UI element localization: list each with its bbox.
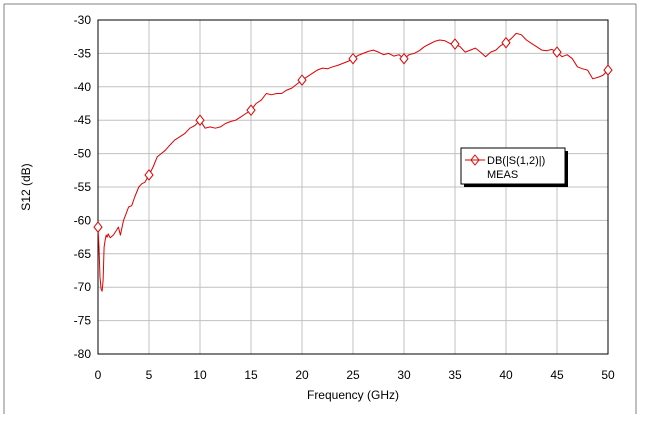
x-tick-label: 20 <box>295 368 309 382</box>
series-marker <box>144 169 154 181</box>
x-tick-label: 15 <box>244 368 258 382</box>
legend-marker-diamond <box>470 154 480 166</box>
y-tick-label: -45 <box>74 113 92 127</box>
x-tick-label: 45 <box>550 368 564 382</box>
x-tick-label: 30 <box>397 368 411 382</box>
x-tick-label: 5 <box>146 368 153 382</box>
x-tick-label: 0 <box>95 368 102 382</box>
axis-ticks: 0 5 10 15 20 25 30 35 40 45 50 -30 -35 -40 -45 -50 -55 -6… <box>74 13 615 382</box>
x-tick-label: 25 <box>346 368 360 382</box>
plot-area <box>97 19 609 355</box>
y-tick-label: -65 <box>74 247 92 261</box>
series-marker <box>501 36 511 49</box>
series-marker <box>399 52 409 65</box>
series-line <box>97 32 609 292</box>
x-tick-label: 10 <box>193 368 207 382</box>
legend: DB(|S(1,2)|) MEAS <box>460 147 568 187</box>
series-marker <box>246 104 256 116</box>
series-marker <box>603 64 613 76</box>
chart-outer-frame <box>3 3 637 414</box>
series-marker <box>552 46 562 58</box>
y-tick-label: -35 <box>74 46 92 60</box>
y-tick-label: -40 <box>74 80 92 94</box>
series-marker <box>195 114 205 127</box>
legend-box <box>460 147 566 185</box>
legend-sublabel: MEAS <box>487 169 518 181</box>
x-tick-label: 50 <box>601 368 615 382</box>
y-tick-label: -50 <box>74 147 92 161</box>
series-layer <box>93 32 613 292</box>
y-tick-label: -70 <box>74 280 92 294</box>
y-tick-label: -60 <box>74 213 92 227</box>
series-marker <box>93 221 103 233</box>
y-axis-title: S12 (dB) <box>19 163 33 210</box>
y-tick-label: -55 <box>74 180 92 194</box>
y-tick-label: -80 <box>74 347 92 361</box>
legend-label: DB(|S(1,2)|) <box>487 155 545 167</box>
x-tick-label: 35 <box>448 368 462 382</box>
y-tick-label: -75 <box>74 314 92 328</box>
x-tick-label: 40 <box>499 368 513 382</box>
series-marker <box>348 52 358 65</box>
x-axis-title: Frequency (GHz) <box>307 388 399 402</box>
y-tick-label: -30 <box>74 13 92 27</box>
series-marker <box>450 38 460 50</box>
series-marker <box>297 74 307 86</box>
